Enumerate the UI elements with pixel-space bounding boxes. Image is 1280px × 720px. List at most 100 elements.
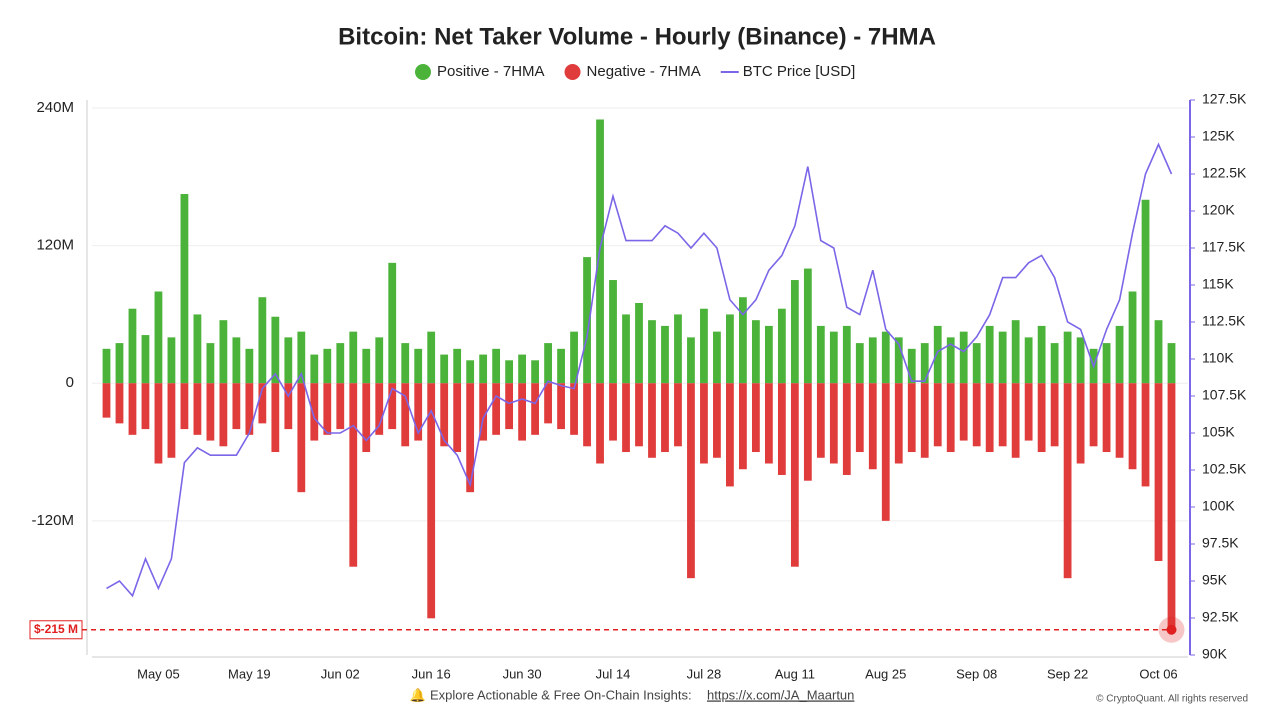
bar bbox=[946, 383, 955, 453]
annotation-label: $-215 M bbox=[34, 622, 78, 636]
bar bbox=[453, 383, 462, 453]
bar bbox=[1102, 343, 1111, 384]
bar bbox=[141, 335, 150, 384]
bar bbox=[219, 320, 228, 384]
bar bbox=[1167, 383, 1176, 630]
bar bbox=[907, 348, 916, 384]
price-line bbox=[106, 142, 1173, 598]
bar bbox=[1128, 291, 1137, 384]
bar bbox=[674, 314, 682, 384]
bar bbox=[544, 383, 552, 424]
bar bbox=[829, 331, 838, 384]
x-tick-label: Jul 28 bbox=[687, 666, 722, 681]
bar bbox=[115, 343, 124, 384]
bar bbox=[115, 383, 124, 424]
bar bbox=[570, 383, 578, 435]
bar bbox=[959, 331, 968, 384]
bar bbox=[920, 343, 929, 384]
bar bbox=[232, 383, 241, 430]
bar bbox=[972, 343, 981, 384]
bar bbox=[167, 383, 176, 458]
footer-text: Explore Actionable & Free On-Chain Insig… bbox=[430, 687, 692, 702]
bar bbox=[492, 348, 501, 384]
annotation-box bbox=[29, 620, 83, 640]
bar bbox=[1141, 383, 1150, 487]
x-tick-label: Jul 14 bbox=[596, 666, 631, 681]
bar bbox=[998, 331, 1007, 384]
bar bbox=[427, 383, 436, 619]
bar bbox=[868, 337, 877, 384]
bar bbox=[1089, 383, 1098, 447]
y-tick-label: -120M bbox=[31, 512, 74, 529]
bar bbox=[518, 383, 527, 441]
bar bbox=[453, 348, 462, 384]
bar bbox=[998, 383, 1007, 447]
bar bbox=[790, 383, 799, 567]
y2-tick-label: 95K bbox=[1202, 572, 1228, 588]
bar bbox=[1063, 383, 1072, 579]
bar bbox=[128, 383, 137, 435]
bar bbox=[751, 320, 760, 384]
bar bbox=[518, 354, 527, 384]
bar bbox=[323, 348, 332, 384]
y2-tick-label: 115K bbox=[1202, 276, 1234, 292]
x-tick-label: Jun 30 bbox=[503, 666, 542, 681]
bar bbox=[1141, 199, 1150, 384]
bar bbox=[427, 331, 436, 384]
bar bbox=[310, 383, 319, 441]
bar bbox=[1102, 383, 1111, 453]
bar bbox=[739, 297, 747, 384]
y2-tick-label: 120K bbox=[1202, 202, 1235, 218]
bar bbox=[1011, 383, 1020, 458]
bar bbox=[609, 280, 617, 384]
bar bbox=[946, 337, 955, 384]
bar bbox=[1128, 383, 1137, 470]
bar bbox=[1024, 383, 1033, 441]
bar bbox=[336, 383, 345, 430]
bar bbox=[492, 383, 501, 435]
bar bbox=[479, 354, 488, 384]
bar bbox=[141, 383, 150, 430]
bar bbox=[388, 383, 397, 430]
y2-tick-label: 97.5K bbox=[1202, 535, 1239, 551]
bar bbox=[1076, 337, 1085, 384]
bar bbox=[920, 383, 929, 458]
bar bbox=[349, 383, 358, 567]
bar bbox=[622, 383, 630, 453]
bar bbox=[674, 383, 682, 447]
bar bbox=[505, 360, 514, 384]
bar bbox=[388, 262, 397, 384]
bar bbox=[180, 194, 189, 384]
y2-tick-label: 110K bbox=[1202, 350, 1234, 366]
x-tick-label: May 19 bbox=[228, 666, 271, 681]
bar bbox=[505, 383, 514, 430]
bar bbox=[764, 325, 773, 384]
bar bbox=[1063, 331, 1072, 384]
bar bbox=[687, 383, 695, 579]
bar bbox=[803, 268, 812, 384]
bar bbox=[842, 325, 851, 384]
bar bbox=[687, 337, 695, 384]
bar bbox=[219, 383, 228, 447]
bar bbox=[284, 337, 293, 384]
y2-tick-label: 127.5K bbox=[1202, 91, 1247, 107]
bar bbox=[622, 314, 630, 384]
bar bbox=[232, 337, 241, 384]
legend-label: BTC Price [USD] bbox=[743, 63, 856, 80]
bar bbox=[700, 308, 708, 384]
bar bbox=[726, 383, 734, 487]
bar bbox=[855, 383, 864, 453]
bar bbox=[206, 343, 215, 384]
x-tick-label: Sep 08 bbox=[956, 666, 997, 681]
bar bbox=[570, 331, 578, 384]
bar bbox=[271, 383, 280, 453]
footer-link[interactable]: https://x.com/JA_Maartun bbox=[707, 687, 854, 702]
bar bbox=[764, 383, 773, 464]
bar bbox=[985, 383, 994, 453]
x-tick-label: Oct 06 bbox=[1139, 666, 1177, 681]
bar bbox=[894, 383, 903, 464]
bar bbox=[440, 383, 449, 447]
bar bbox=[777, 308, 786, 384]
bar bbox=[362, 348, 371, 384]
